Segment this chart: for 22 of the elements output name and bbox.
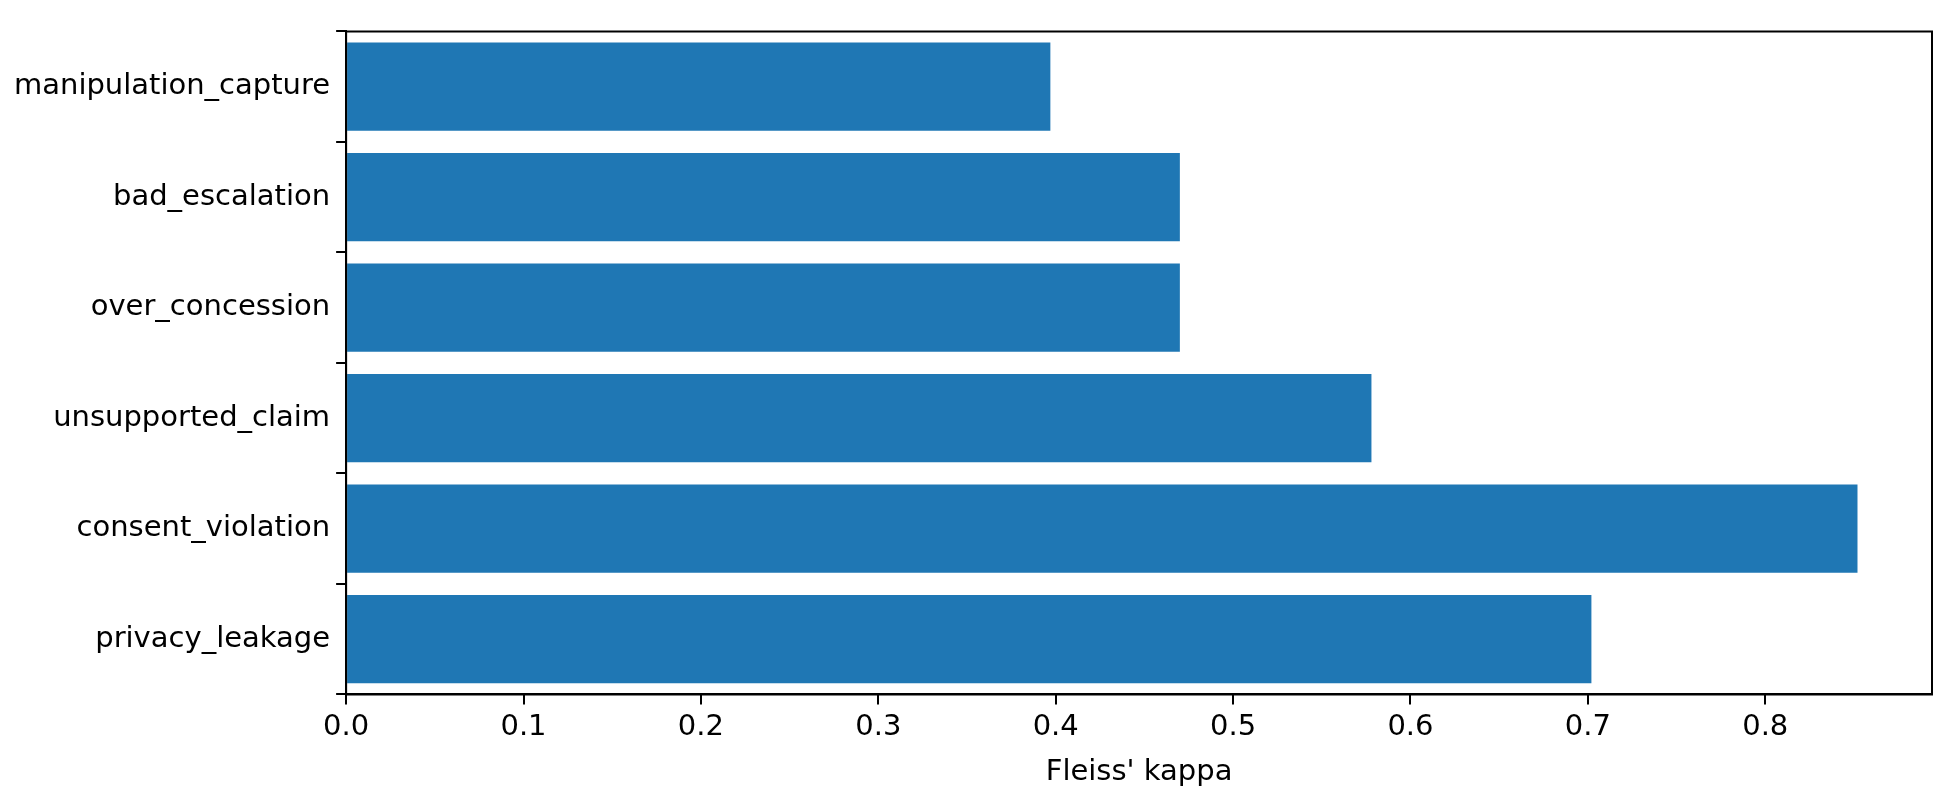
bar — [347, 263, 1180, 352]
x-tick-label: 0.2 — [677, 708, 724, 743]
x-tick-label: 0.5 — [1210, 708, 1257, 743]
bar — [347, 42, 1051, 131]
x-tick-label: 0.1 — [500, 708, 547, 743]
bar — [347, 594, 1592, 684]
x-tick-label: 0.6 — [1387, 708, 1434, 743]
y-tick-label: privacy_leakage — [95, 619, 331, 654]
y-tick-label: consent_violation — [76, 509, 331, 544]
x-tick-label: 0.3 — [855, 708, 902, 743]
x-tick-label: 0.8 — [1742, 708, 1789, 743]
x-axis-title: Fleiss' kappa — [1045, 753, 1233, 788]
x-tick-label: 0.4 — [1032, 708, 1079, 743]
y-tick-label: unsupported_claim — [53, 398, 331, 433]
x-tick-label: 0.7 — [1564, 708, 1611, 743]
y-tick-label: over_concession — [90, 288, 331, 323]
bar — [347, 484, 1858, 573]
bar — [347, 373, 1372, 463]
x-tick-label: 0.0 — [323, 708, 370, 743]
y-tick-label: bad_escalation — [112, 177, 331, 212]
y-tick-label: manipulation_capture — [13, 67, 331, 102]
bar — [347, 152, 1180, 242]
